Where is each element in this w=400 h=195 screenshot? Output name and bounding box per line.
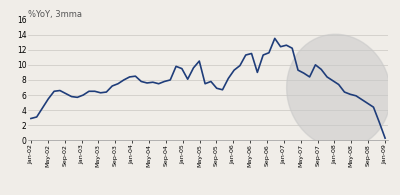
Text: %YoY, 3mma: %YoY, 3mma xyxy=(28,10,82,19)
Ellipse shape xyxy=(287,34,391,148)
